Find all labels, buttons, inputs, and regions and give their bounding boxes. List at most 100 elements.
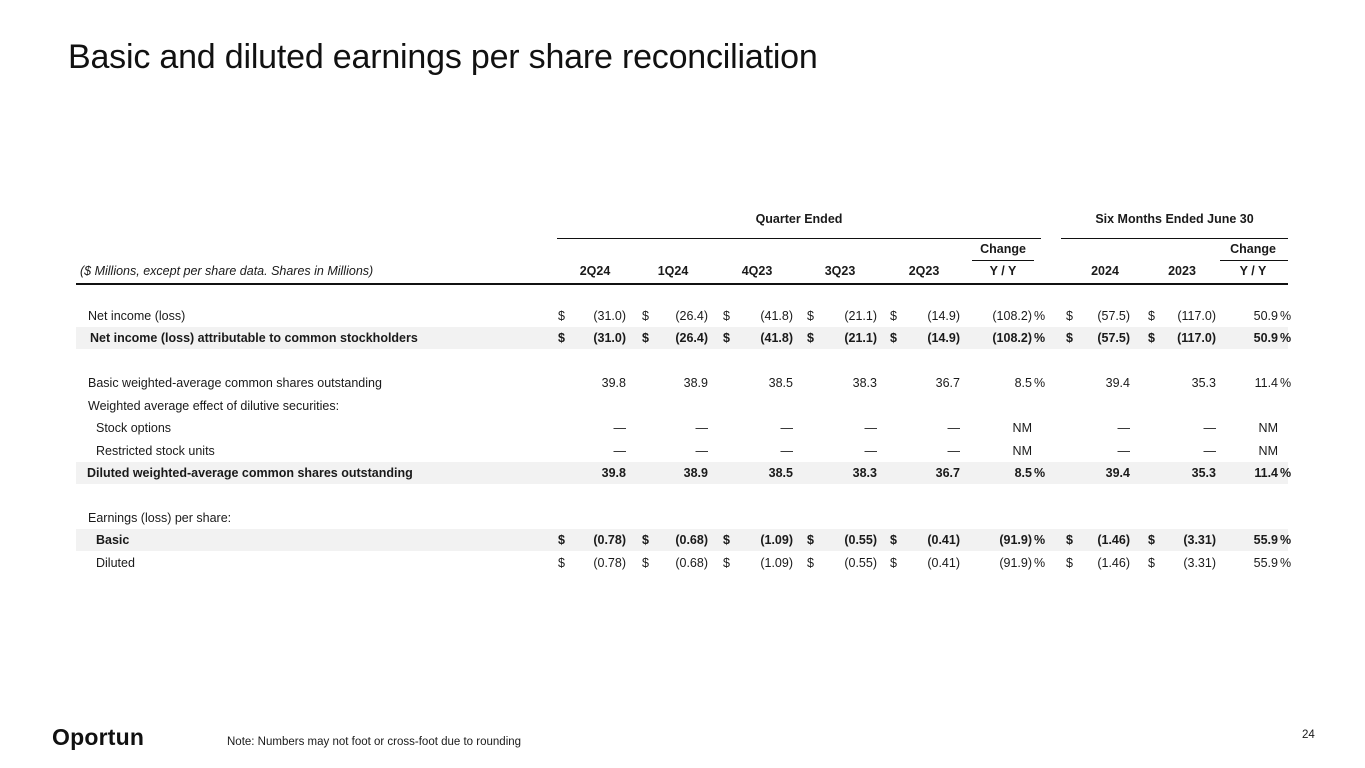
dollar-sign: $ bbox=[890, 309, 897, 323]
table-cell: 8.5 bbox=[1014, 376, 1032, 390]
units-caption: ($ Millions, except per share data. Shar… bbox=[80, 264, 374, 278]
dollar-sign: $ bbox=[1066, 533, 1073, 547]
table-cell: (3.31) bbox=[1183, 533, 1216, 547]
dollar-sign: $ bbox=[723, 331, 730, 345]
table-cell: (57.5) bbox=[1097, 309, 1130, 323]
dollar-sign: $ bbox=[723, 309, 730, 323]
table-row: Earnings (loss) per share: bbox=[76, 507, 1288, 529]
table-cell: 38.3 bbox=[852, 466, 877, 480]
percent-sign: % bbox=[1280, 331, 1292, 345]
col-header-2023: 2023 bbox=[1168, 264, 1196, 278]
percent-sign: % bbox=[1280, 376, 1292, 390]
col-header-yoy-quarter: Y / Y bbox=[989, 264, 1017, 278]
change-rule-quarter bbox=[972, 260, 1034, 261]
table-cell: (0.68) bbox=[675, 556, 708, 570]
dollar-sign: $ bbox=[1148, 309, 1155, 323]
dollar-sign: $ bbox=[890, 556, 897, 570]
table-cell: — bbox=[947, 444, 961, 458]
table-cell: 55.9 bbox=[1253, 556, 1278, 570]
table-cell: 11.4 bbox=[1254, 376, 1278, 390]
percent-sign: % bbox=[1034, 376, 1046, 390]
quarter-ended-header: Quarter Ended bbox=[755, 212, 843, 226]
table-cell: NM bbox=[1258, 421, 1278, 435]
table-cell: (26.4) bbox=[675, 331, 708, 345]
table-cell: — bbox=[613, 444, 627, 458]
percent-sign: % bbox=[1034, 533, 1046, 547]
table-cell: (14.9) bbox=[927, 331, 960, 345]
percent-sign: % bbox=[1280, 309, 1292, 323]
table-cell: (0.41) bbox=[927, 533, 960, 547]
row-label: Basic bbox=[96, 533, 130, 547]
percent-sign: % bbox=[1034, 309, 1046, 323]
dollar-sign: $ bbox=[1066, 556, 1073, 570]
table-cell: 55.9 bbox=[1253, 533, 1278, 547]
table-cell: (0.55) bbox=[844, 533, 877, 547]
table-cell: (91.9) bbox=[999, 556, 1032, 570]
change-label-quarter: Change bbox=[980, 242, 1026, 256]
table-cell: — bbox=[695, 421, 709, 435]
table-row: Net income (loss) $ (31.0) $ (26.4) $ (41.8) $ (… bbox=[76, 305, 1292, 327]
percent-sign: % bbox=[1034, 556, 1046, 570]
dollar-sign: $ bbox=[890, 533, 897, 547]
table-cell: (1.46) bbox=[1097, 556, 1130, 570]
table-cell: (41.8) bbox=[760, 309, 793, 323]
table-cell: (41.8) bbox=[760, 331, 793, 345]
percent-sign: % bbox=[1034, 466, 1046, 480]
table-cell: — bbox=[780, 444, 794, 458]
table-cell: — bbox=[864, 444, 878, 458]
oportun-logo: Oportun bbox=[52, 724, 144, 751]
dollar-sign: $ bbox=[642, 556, 649, 570]
table-cell: (3.31) bbox=[1183, 556, 1216, 570]
table-cell: 39.4 bbox=[1105, 466, 1130, 480]
table-cell: 38.5 bbox=[768, 376, 793, 390]
dollar-sign: $ bbox=[1066, 309, 1073, 323]
percent-sign: % bbox=[1034, 331, 1046, 345]
table-cell: 8.5 bbox=[1014, 466, 1032, 480]
table-cell: 38.5 bbox=[768, 466, 793, 480]
table-cell: 39.8 bbox=[601, 466, 626, 480]
table-cell: (117.0) bbox=[1177, 331, 1216, 345]
table-cell: NM bbox=[1258, 444, 1278, 458]
dollar-sign: $ bbox=[723, 556, 730, 570]
logo-text: Oportun bbox=[52, 724, 145, 750]
table-row: Restricted stock units — — — — — NM — — NM bbox=[76, 440, 1288, 462]
change-rule-six bbox=[1220, 260, 1288, 261]
col-header-2q23: 2Q23 bbox=[908, 264, 940, 278]
dollar-sign: $ bbox=[1066, 331, 1073, 345]
dollar-sign: $ bbox=[807, 556, 814, 570]
dollar-sign: $ bbox=[1148, 331, 1155, 345]
table-cell: — bbox=[613, 421, 627, 435]
table-cell: (0.78) bbox=[593, 533, 626, 547]
table-cell: — bbox=[780, 421, 794, 435]
table-cell: NM bbox=[1012, 444, 1032, 458]
percent-sign: % bbox=[1280, 533, 1292, 547]
table-cell: (1.46) bbox=[1097, 533, 1130, 547]
dollar-sign: $ bbox=[807, 533, 814, 547]
table-cell: 39.4 bbox=[1105, 376, 1130, 390]
table-cell: (57.5) bbox=[1097, 331, 1130, 345]
table-cell: — bbox=[1117, 444, 1131, 458]
dollar-sign: $ bbox=[642, 309, 649, 323]
table-cell: (21.1) bbox=[844, 309, 877, 323]
dollar-sign: $ bbox=[807, 331, 814, 345]
dollar-sign: $ bbox=[558, 331, 565, 345]
dollar-sign: $ bbox=[1148, 533, 1155, 547]
table-cell: 36.7 bbox=[935, 376, 960, 390]
dollar-sign: $ bbox=[807, 309, 814, 323]
rounding-note: Note: Numbers may not foot or cross-foot… bbox=[227, 736, 522, 748]
table-row: Net income (loss) attributable to common… bbox=[76, 327, 1292, 349]
dollar-sign: $ bbox=[558, 533, 565, 547]
col-header-yoy-six: Y / Y bbox=[1239, 264, 1267, 278]
col-header-2024: 2024 bbox=[1091, 264, 1119, 278]
table-cell: (91.9) bbox=[999, 533, 1032, 547]
table-cell: 38.9 bbox=[683, 376, 708, 390]
table-cell: 35.3 bbox=[1191, 466, 1216, 480]
table-row: Basic $ (0.78) $ (0.68) $ (1.09) $ (0.55) $ (0.41)… bbox=[76, 529, 1292, 551]
row-label: Diluted weighted-average common shares o… bbox=[87, 466, 413, 480]
quarter-header-rule bbox=[557, 238, 1041, 239]
table-cell: (1.09) bbox=[760, 533, 793, 547]
table-row: Diluted $ (0.78) $ (0.68) $ (1.09) $ (0.55) $ (0.4… bbox=[76, 552, 1291, 574]
table-row: Stock options — — — — — NM — — NM bbox=[76, 417, 1288, 439]
table-cell: — bbox=[1203, 444, 1217, 458]
table-cell: (0.41) bbox=[927, 556, 960, 570]
